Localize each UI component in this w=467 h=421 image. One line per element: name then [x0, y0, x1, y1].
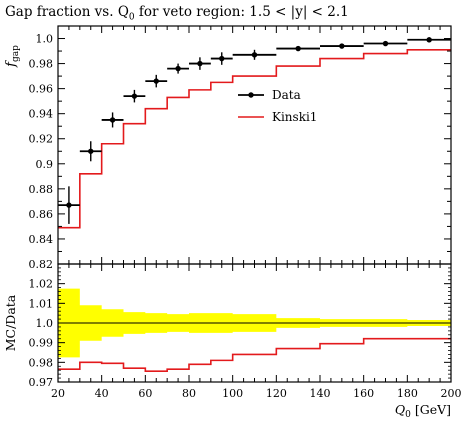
main-frame	[57, 25, 452, 265]
data-point-9	[276, 45, 320, 52]
data-point-marker	[153, 78, 159, 84]
ratio-frame	[57, 263, 452, 383]
legend-kinski1-label: Kinski1	[272, 110, 317, 124]
ratio-xtick-label: 40	[95, 387, 109, 400]
ratio-xtick-label: 160	[353, 387, 374, 400]
chart-title: Gap fraction vs. Q0 for veto region: 1.5…	[5, 4, 349, 23]
data-point-marker	[251, 52, 258, 58]
data-point-marker	[219, 55, 225, 62]
data-point-3	[123, 89, 146, 103]
data-point-marker	[66, 202, 72, 208]
main-ytick-label: 0.94	[29, 108, 54, 121]
ratio-xlabel-sub: 0	[405, 410, 411, 420]
ratio-panel: 0.97 0.98 0.99 1.0 1.01 1.02 20 40 60 80 100 120 140…	[3, 263, 462, 420]
data-point-2	[101, 112, 124, 128]
main-ytick-label: 0.84	[29, 233, 54, 246]
ratio-xtick-label: 200	[441, 387, 462, 400]
ratio-xtick-label: 180	[397, 387, 418, 400]
legend-data-label: Data	[272, 88, 301, 102]
data-point-marker	[109, 117, 116, 123]
data-point-marker	[426, 37, 432, 43]
data-point-marker	[382, 40, 389, 47]
ratio-ylabel: MC/Data	[3, 294, 18, 351]
data-point-10	[320, 43, 364, 49]
data-point-12	[407, 37, 451, 43]
main-ylabel-text: f	[4, 60, 19, 68]
ratio-xtick-label: 120	[266, 387, 287, 400]
data-point-marker	[197, 60, 203, 67]
main-ytick-label: 0.88	[29, 183, 54, 196]
ratio-ytick-label: 1.0	[36, 317, 54, 330]
data-point-5	[167, 63, 189, 74]
data-point-7	[210, 52, 233, 65]
ratio-ytick-label: 0.97	[29, 376, 54, 389]
data-point-marker	[131, 93, 138, 99]
data-point-4	[145, 74, 168, 88]
ratio-ytick-label: 0.98	[29, 356, 54, 369]
ratio-xtick-label: 140	[310, 387, 331, 400]
ratio-xtick-label: 100	[222, 387, 243, 400]
data-point-0	[58, 186, 80, 224]
ratio-ytick-label: 1.01	[29, 297, 54, 310]
ratio-xlabel-text: Q	[395, 402, 405, 417]
main-ytick-label: 0.98	[29, 58, 54, 71]
ratio-xlabel: Q0 [GeV]	[395, 402, 451, 420]
main-ytick-label: 1.0	[36, 33, 54, 46]
data-point-marker	[175, 65, 181, 72]
main-ytick-label: 0.82	[29, 258, 54, 271]
data-point-11	[363, 40, 408, 47]
ratio-ytick-label: 1.02	[29, 278, 54, 291]
main-ylabel-sub: gap	[11, 45, 21, 62]
data-point-8	[232, 49, 277, 60]
data-point-marker	[88, 148, 94, 154]
kinski1-ratio-step-line	[58, 337, 451, 372]
kinski1-step-line	[58, 49, 451, 229]
ratio-xtick-label: 20	[51, 387, 65, 400]
main-ytick-label: 0.9	[36, 158, 54, 171]
main-ytick-label: 0.92	[29, 133, 54, 146]
data-point-marker	[339, 43, 345, 49]
chart-title-rest: for veto region: 1.5 < |y| < 2.1	[134, 4, 349, 20]
chart-title-text: Gap fraction vs. Q	[5, 4, 129, 20]
data-point-marker	[295, 45, 301, 52]
ratio-ytick-label: 0.99	[29, 337, 54, 350]
main-panel: 0.82 0.84 0.86 0.88 0.9 0.92 0.94 0.96 0.98 1.0 fg…	[4, 25, 452, 271]
legend: Data Kinski1	[238, 88, 317, 124]
ratio-xtick-label: 80	[182, 387, 196, 400]
data-point-1	[79, 141, 102, 162]
main-ylabel: fgap	[4, 45, 21, 68]
main-ytick-label: 0.86	[29, 208, 54, 221]
legend-data-marker	[248, 92, 254, 98]
data-point-6	[189, 57, 211, 70]
ratio-xtick-label: 60	[138, 387, 152, 400]
main-ytick-label: 0.96	[29, 83, 54, 96]
ratio-xlabel-unit: [GeV]	[411, 402, 451, 417]
chart-title-sub: 0	[128, 12, 135, 23]
